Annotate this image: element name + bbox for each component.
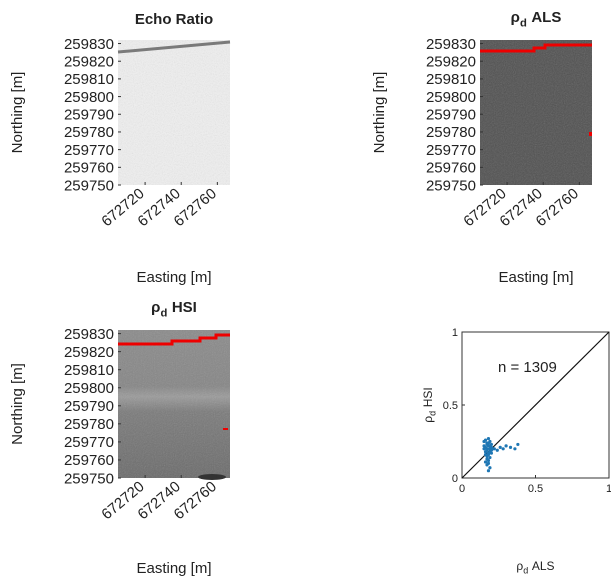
chart-title: Echo Ratio [135, 11, 213, 28]
point [486, 453, 491, 457]
point [498, 445, 502, 449]
point [485, 448, 489, 452]
y-tick-label: 259780 [426, 124, 476, 141]
point [486, 458, 491, 463]
chart-title: ρd HSI [151, 299, 197, 320]
plot-frame [461, 331, 610, 479]
point [492, 447, 496, 451]
y-tick-label: 259830 [426, 36, 476, 53]
chart-title-subscript: d [160, 308, 167, 320]
point [488, 444, 492, 448]
chart-title-subscript: d [520, 18, 527, 30]
y-tick-label: 259810 [64, 71, 114, 88]
y-tick-label: 259790 [64, 398, 114, 415]
x-tick-label: 0 [459, 483, 465, 495]
chart-title-symbol: ρ [511, 9, 520, 26]
y-tick-label: 259750 [64, 177, 114, 194]
point [489, 451, 493, 455]
y-axis-label: ρd HSI [421, 387, 438, 422]
point [495, 448, 499, 452]
y-tick-label: 259760 [64, 160, 114, 177]
y-axis-label-text: HSI [421, 387, 435, 407]
point [482, 447, 486, 451]
x-axis-label: ρd ALS [516, 559, 554, 576]
y-tick-label: 259780 [64, 416, 114, 433]
y-tick-label: 0 [452, 473, 458, 485]
y-tick-label: 259770 [64, 142, 114, 159]
point [486, 436, 491, 441]
y-tick-label: 259820 [64, 53, 114, 70]
y-tick-label: 259830 [64, 326, 114, 343]
y-tick-label: 259770 [426, 142, 476, 159]
y-tick-label: 259750 [426, 177, 476, 194]
one-to-one-line [461, 331, 610, 479]
y-tick-label: 1 [452, 327, 458, 339]
y-tick-label: 259800 [426, 89, 476, 106]
y-axis-label: Northing [m] [9, 363, 26, 445]
y-axis-label: Northing [m] [371, 72, 388, 154]
image-echo-ratio [117, 40, 231, 185]
y-tick-label: 259760 [426, 160, 476, 177]
y-axis-label-symbol: ρ [421, 416, 435, 423]
y-tick-label: 259800 [64, 380, 114, 397]
chart-title-text: ALS [531, 9, 561, 26]
point [486, 469, 491, 473]
image-rho-hsi [118, 330, 230, 480]
point [508, 445, 513, 449]
y-tick-label: 259800 [64, 89, 114, 106]
y-tick-label: 259830 [64, 36, 114, 53]
point [483, 438, 488, 442]
y-tick-label: 259810 [426, 71, 476, 88]
point [501, 447, 505, 451]
x-axis-label-text: ALS [532, 559, 555, 573]
y-tick-label: 259760 [64, 452, 114, 469]
chart-title-text: HSI [172, 299, 197, 316]
x-axis-label: Easting [m] [136, 269, 211, 286]
point [488, 455, 492, 460]
point [486, 441, 491, 445]
y-tick-label: 259750 [64, 470, 114, 487]
y-tick-label: 259770 [64, 434, 114, 451]
point [483, 460, 488, 464]
y-axis-label: Northing [m] [9, 72, 26, 154]
chart-title-symbol: ρ [151, 299, 160, 316]
point [485, 463, 489, 467]
y-tick-label: 0.5 [443, 400, 458, 412]
y-tick-label: 259790 [64, 107, 114, 124]
y-tick-label: 259820 [426, 53, 476, 70]
y-tick-label: 259810 [64, 362, 114, 379]
point [513, 447, 517, 451]
chart-title: ρd ALS [511, 9, 562, 30]
y-axis-label-subscript: d [428, 411, 438, 416]
x-tick-label: 1 [606, 483, 611, 495]
y-tick-label: 259820 [64, 344, 114, 361]
x-axis-label: Easting [m] [498, 269, 573, 286]
x-axis-label-symbol: ρ [516, 559, 523, 573]
y-tick-label: 259780 [64, 124, 114, 141]
point [504, 444, 508, 448]
annotation: n = 1309 [498, 359, 557, 376]
x-tick-label: 0.5 [528, 483, 543, 495]
x-axis-label: Easting [m] [136, 560, 211, 577]
point [488, 466, 492, 470]
image-rho-als [480, 40, 592, 185]
y-tick-label: 259790 [426, 107, 476, 124]
x-axis-label-subscript: d [523, 566, 528, 576]
point [516, 442, 520, 447]
